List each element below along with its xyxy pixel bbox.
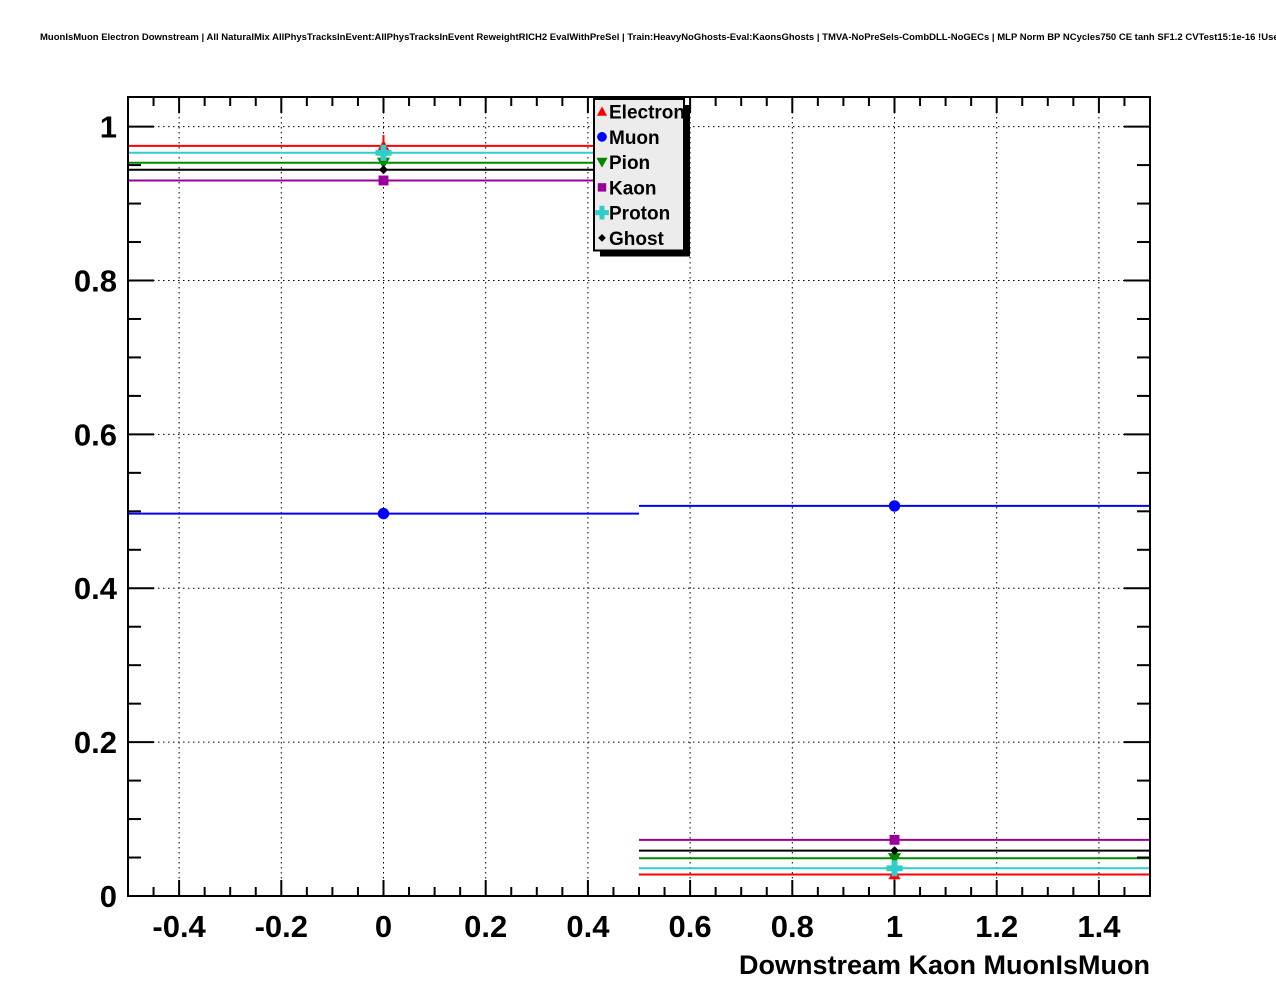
legend-label-proton: Proton: [609, 204, 670, 225]
x-tick-label: -0.4: [152, 909, 206, 944]
y-tick-label: 0.2: [74, 725, 117, 760]
y-tick-label: 0: [100, 879, 117, 914]
legend-label-electron: Electron: [609, 103, 685, 124]
x-tick-label: 1.2: [975, 909, 1018, 944]
pion-marker: [888, 853, 901, 865]
ghost-marker: [379, 165, 388, 175]
proton-marker: [886, 860, 903, 877]
legend-box: Electron Muon Pion Kaon Proton Ghost: [593, 98, 690, 257]
pion-marker: [377, 157, 390, 170]
x-tick-label: 0.8: [771, 909, 814, 944]
kaon-marker: [889, 834, 900, 845]
y-tick-label: 0.8: [74, 263, 117, 298]
axis-tick-labels: -0.4 -0.2 0 0.2 0.4 0.6 0.8 1 1.2 1.4 0 0.2 0.4 0.6 0.…: [74, 110, 1121, 944]
x-tick-label: 0.6: [669, 909, 712, 944]
data-series: [128, 135, 1150, 884]
electron-marker-icon: [596, 106, 608, 116]
plot-title: MuonIsMuon Electron Downstream | All Nat…: [40, 32, 1276, 43]
x-axis-title: Downstream Kaon MuonIsMuon: [739, 950, 1150, 980]
legend-label-pion: Pion: [609, 153, 650, 174]
y-tick-label: 0.4: [74, 571, 118, 606]
x-tick-label: 0.4: [566, 909, 610, 944]
gridlines: [128, 97, 1150, 896]
muon-marker: [888, 500, 901, 512]
muon-marker: [377, 507, 390, 520]
x-tick-label: -0.2: [255, 909, 308, 944]
legend-label-kaon: Kaon: [609, 178, 657, 199]
x-tick-label: 0: [375, 909, 392, 944]
ghost-marker-icon: [598, 234, 606, 242]
kaon-marker-icon: [597, 183, 607, 192]
plot-frame-and-ticks: [127, 96, 1151, 897]
kaon-marker: [378, 175, 389, 186]
legend-label-ghost: Ghost: [609, 229, 665, 250]
muon-marker-icon: [597, 132, 607, 142]
y-tick-label: 1: [100, 110, 117, 145]
legend-label-muon: Muon: [609, 128, 660, 149]
x-tick-label: 0.2: [464, 909, 507, 944]
proton-marker: [375, 144, 392, 161]
x-tick-label: 1.4: [1077, 909, 1121, 944]
y-tick-label: 0.6: [74, 417, 117, 452]
pion-marker-icon: [596, 157, 608, 168]
proton-marker-icon: [595, 205, 609, 220]
ghost-marker: [890, 846, 899, 856]
x-tick-label: 1: [886, 909, 903, 944]
legend-frame: [593, 98, 685, 252]
